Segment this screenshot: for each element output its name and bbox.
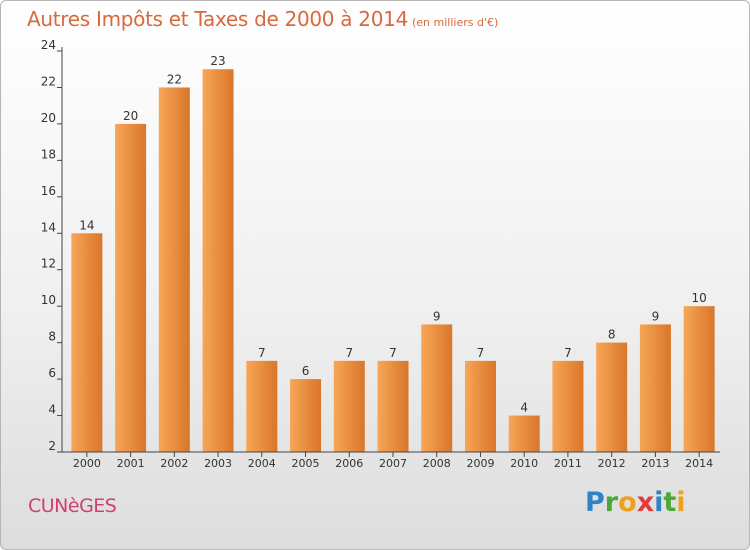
bar-value-label: 9: [652, 309, 660, 323]
x-tick-label: 2010: [510, 457, 538, 470]
bar: [377, 360, 409, 452]
x-tick-label: 2001: [117, 457, 145, 470]
bar: [552, 360, 584, 452]
bar-value-label: 22: [167, 72, 182, 86]
bar-value-label: 7: [258, 346, 266, 360]
bar-value-label: 6: [302, 364, 310, 378]
logo-letter: i: [676, 487, 686, 518]
bar-value-label: 20: [123, 109, 138, 123]
x-tick-label: 2007: [379, 457, 407, 470]
bar: [71, 233, 103, 452]
x-tick-label: 2004: [248, 457, 276, 470]
bar-value-label: 14: [79, 218, 94, 232]
x-tick-label: 2000: [73, 457, 101, 470]
x-tick-label: 2005: [292, 457, 320, 470]
chart-title-text: Autres Impôts et Taxes de 2000 à 2014: [27, 7, 408, 31]
bar: [158, 87, 190, 453]
logo-letter: o: [618, 487, 637, 518]
logo-letter: P: [585, 487, 605, 518]
bar-value-label: 7: [477, 346, 485, 360]
logo-letter: t: [663, 487, 677, 518]
y-tick-label: 24: [41, 38, 56, 52]
x-tick-label: 2012: [598, 457, 626, 470]
bar-value-label: 7: [389, 346, 397, 360]
bar-value-label: 10: [691, 291, 706, 305]
y-tick-label: 6: [48, 366, 56, 380]
x-tick-label: 2002: [160, 457, 188, 470]
bar: [508, 415, 540, 452]
logo-letter: r: [604, 487, 619, 518]
bar: [464, 360, 496, 452]
chart-title: Autres Impôts et Taxes de 2000 à 2014 (en…: [27, 7, 498, 31]
bar-value-label: 7: [345, 346, 353, 360]
x-tick-label: 2014: [685, 457, 713, 470]
bar: [333, 360, 365, 452]
bar: [421, 324, 453, 452]
y-tick-label: 10: [41, 293, 56, 307]
y-tick-label: 18: [41, 147, 56, 161]
bars: 14 20 22 23 7 6 7 7 9 7 4 7 8 9 10: [71, 54, 715, 453]
x-tick-label: 2006: [335, 457, 363, 470]
chart-subtitle: (en milliers d'€): [412, 16, 499, 29]
y-tick-label: 8: [48, 330, 56, 344]
x-axis: 2000 2001 2002 2003 2004 2005 2006 2007 2008 2009…: [62, 451, 720, 470]
x-tick-label: 2009: [466, 457, 494, 470]
y-tick-label: 4: [48, 403, 56, 417]
bar-value-label: 9: [433, 309, 441, 323]
y-tick-label: 16: [41, 184, 56, 198]
proxiti-logo[interactable]: Proxiti: [585, 487, 686, 518]
y-tick-label: 12: [41, 257, 56, 271]
x-tick-label: 2008: [423, 457, 451, 470]
logo-letter: x: [636, 487, 655, 518]
bar: [639, 324, 671, 452]
bar-value-label: 23: [210, 54, 225, 68]
bar: [683, 306, 715, 452]
bar: [290, 379, 322, 452]
x-tick-label: 2013: [641, 457, 669, 470]
y-tick-label: 20: [41, 111, 56, 125]
bar: [115, 123, 147, 452]
logo-letter: i: [654, 487, 664, 518]
bar: [596, 342, 628, 452]
y-tick-label: 2: [48, 439, 56, 453]
bar-value-label: 4: [520, 401, 528, 415]
city-name: CUNèGES: [28, 495, 117, 517]
y-tick-label: 22: [41, 74, 56, 88]
x-tick-label: 2003: [204, 457, 232, 470]
bar-value-label: 7: [564, 346, 572, 360]
bar-value-label: 8: [608, 328, 616, 342]
bar: [246, 360, 278, 452]
bar: [202, 69, 234, 453]
y-tick-label: 14: [41, 220, 56, 234]
x-tick-label: 2011: [554, 457, 582, 470]
